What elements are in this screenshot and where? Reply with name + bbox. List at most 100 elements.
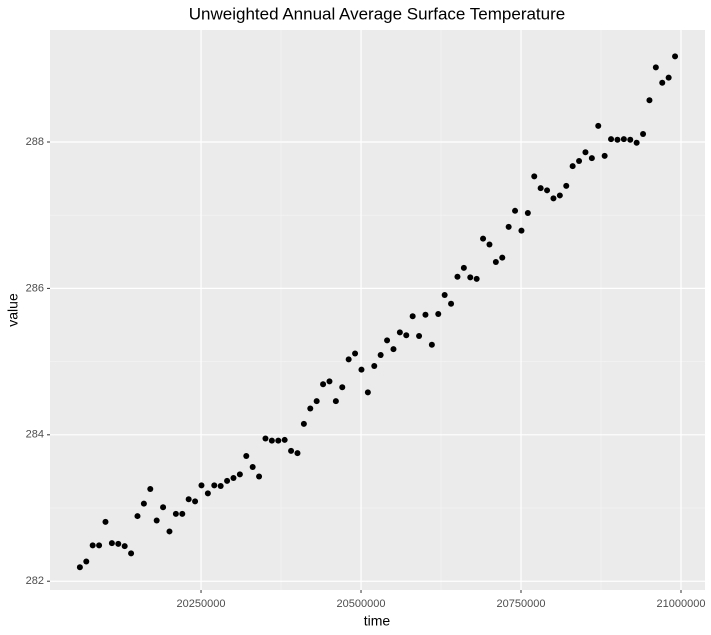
point xyxy=(211,482,218,489)
point xyxy=(428,341,435,348)
point xyxy=(396,329,403,336)
point xyxy=(172,510,179,517)
point xyxy=(512,207,519,214)
point xyxy=(537,185,544,192)
point xyxy=(608,136,615,143)
point xyxy=(544,187,551,194)
point xyxy=(454,273,461,280)
point xyxy=(595,122,602,129)
point xyxy=(217,483,224,490)
chart-title: Unweighted Annual Average Surface Temper… xyxy=(189,4,565,23)
y-axis-label: value xyxy=(5,293,21,327)
point xyxy=(262,435,269,442)
point xyxy=(652,64,659,71)
y-tick-label: 286 xyxy=(26,282,44,294)
grid xyxy=(50,30,705,590)
point xyxy=(364,389,371,396)
point xyxy=(403,332,410,339)
x-tick-label: 20500000 xyxy=(337,598,386,610)
point xyxy=(422,311,429,318)
point xyxy=(614,136,621,143)
point xyxy=(102,518,109,525)
point xyxy=(345,356,352,363)
point xyxy=(153,517,160,524)
point xyxy=(128,550,135,557)
point xyxy=(371,363,378,369)
x-axis-label: time xyxy=(364,613,391,629)
x-tick-label: 20750000 xyxy=(497,598,546,610)
point xyxy=(160,504,167,511)
point xyxy=(326,378,333,385)
point xyxy=(659,79,666,86)
point xyxy=(198,482,205,489)
point xyxy=(518,227,525,234)
point xyxy=(243,453,250,460)
point xyxy=(275,437,282,444)
point xyxy=(550,195,557,202)
y-tick-label: 284 xyxy=(26,429,44,441)
point xyxy=(563,182,570,189)
point xyxy=(230,475,237,481)
point xyxy=(294,450,301,457)
point xyxy=(486,241,493,248)
point xyxy=(416,332,423,339)
point xyxy=(377,352,384,359)
point xyxy=(409,313,416,320)
point xyxy=(256,473,263,480)
point xyxy=(249,464,256,471)
point xyxy=(204,490,211,497)
point xyxy=(665,74,672,81)
point xyxy=(224,477,231,484)
point xyxy=(492,259,499,266)
point xyxy=(582,149,589,156)
y-tick-label: 288 xyxy=(26,136,44,148)
point xyxy=(268,437,275,444)
point xyxy=(166,528,173,535)
point xyxy=(96,542,103,549)
point xyxy=(460,264,467,271)
x-tick-label: 21000000 xyxy=(657,598,706,610)
point xyxy=(672,53,679,60)
point xyxy=(435,311,442,318)
point xyxy=(307,405,314,412)
point xyxy=(288,447,295,454)
y-tick-label: 282 xyxy=(26,575,44,587)
point xyxy=(524,210,531,217)
point xyxy=(499,254,506,261)
point xyxy=(569,163,576,170)
point xyxy=(147,485,154,492)
point xyxy=(281,436,288,443)
point xyxy=(467,274,474,281)
point xyxy=(480,235,487,242)
point xyxy=(627,136,634,143)
point xyxy=(76,564,83,571)
point xyxy=(384,337,391,344)
point xyxy=(588,155,595,162)
point xyxy=(505,223,512,230)
point xyxy=(320,381,327,388)
point xyxy=(134,513,141,520)
point xyxy=(339,384,346,391)
point xyxy=(640,130,647,137)
point xyxy=(358,366,365,373)
point xyxy=(441,291,448,298)
point xyxy=(185,496,192,503)
point xyxy=(601,152,608,159)
point xyxy=(448,300,455,307)
point xyxy=(236,471,243,478)
point xyxy=(115,540,122,547)
point xyxy=(473,275,480,282)
point xyxy=(390,346,397,353)
point xyxy=(633,139,640,146)
point xyxy=(576,158,583,165)
point xyxy=(192,498,199,505)
panel xyxy=(50,30,705,590)
point xyxy=(620,136,627,143)
point xyxy=(313,398,320,405)
point xyxy=(352,350,359,357)
x-tick-label: 20250000 xyxy=(177,598,226,610)
point xyxy=(140,500,147,507)
point xyxy=(332,398,339,405)
